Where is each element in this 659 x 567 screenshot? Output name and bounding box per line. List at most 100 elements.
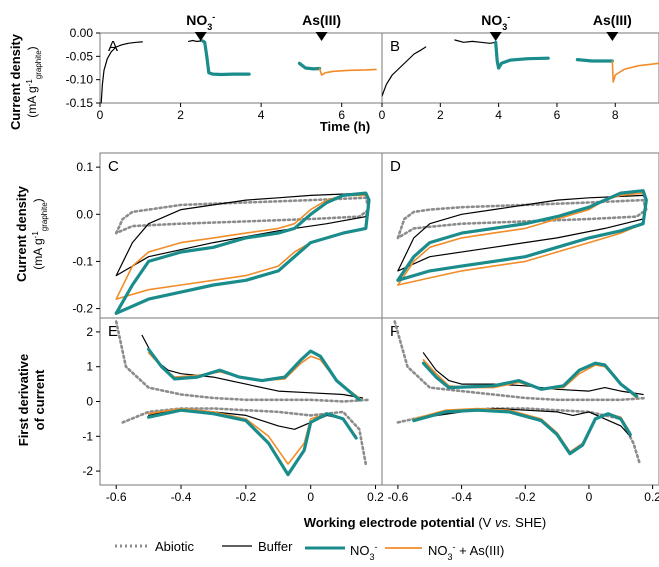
series-no3as-A-4	[318, 67, 377, 76]
series-abiotic-E-1	[114, 320, 371, 403]
panel-D: D	[381, 152, 659, 319]
ylabel-ab: Current density	[8, 33, 23, 130]
ylabel-cd-units: (mA g-1graphite)	[31, 198, 49, 269]
annotation-arrow-A-0	[194, 32, 207, 41]
panel-label-B: B	[390, 38, 400, 55]
annotation-arrow-A-1	[315, 32, 328, 41]
series-group-C	[114, 191, 371, 315]
ylabel-cd: Current density	[14, 185, 29, 282]
panel-B: 0 2 4 6 8 B NO3- As(III)	[379, 12, 659, 122]
ylabel-ab-units: (mA g-1graphite)	[25, 46, 43, 117]
xtick-label-B-0: 0	[379, 108, 386, 122]
xtick-label-E-3: 0	[307, 490, 314, 504]
series-no3-A-2	[201, 39, 251, 77]
annotation-label-B-1: As(III)	[593, 12, 632, 28]
panel-C: 0.1 0.0 -0.1 -0.2 C	[72, 152, 383, 319]
series-no3-F-7	[412, 408, 632, 456]
xtick-label-A-2: 4	[258, 108, 265, 122]
series-abiotic-C-0	[114, 196, 371, 235]
panel-E: 2 1 0 -1 -2 -0.6 -0.4 -0.2 0 0.2 E	[82, 317, 384, 504]
annotation-label-B-0: NO3-	[481, 12, 510, 32]
ytick-label-E-2: 0	[86, 395, 93, 409]
xtick-label-B-1: 2	[437, 108, 444, 122]
ytick-label-A-3: -0.15	[66, 96, 94, 110]
series-no3-A-3	[297, 61, 322, 71]
series-abiotic-D-0	[396, 198, 648, 240]
series-no3as-B-4	[611, 60, 659, 83]
ytick-label-A-1: -0.05	[66, 49, 94, 63]
series-group-B	[382, 39, 659, 97]
panel-frame-B	[381, 32, 659, 104]
series-abiotic-E-0	[121, 407, 368, 466]
panel-label-C: C	[108, 158, 119, 175]
series-no3as-E-4	[147, 352, 361, 399]
series-group-F	[393, 320, 648, 466]
ytick-label-C-0: 0.1	[76, 160, 93, 174]
ytick-label-C-2: -0.1	[72, 254, 93, 268]
xtick-label-F-2: -0.2	[515, 490, 536, 504]
ytick-label-C-3: -0.2	[72, 302, 93, 316]
xtick-label-A-0: 0	[97, 108, 104, 122]
series-group-A	[100, 39, 377, 104]
xlabel-time: Time (h)	[320, 119, 370, 134]
series-buffer-F-2	[422, 352, 644, 396]
xtick-label-F-0: -0.6	[388, 490, 409, 504]
ytick-label-A-2: -0.10	[66, 73, 94, 87]
series-no3-C-3	[114, 191, 371, 315]
series-buffer-B-1	[454, 39, 497, 44]
panel-frame-A	[99, 32, 383, 104]
series-group-E	[114, 320, 371, 477]
annotation-arrow-B-1	[606, 32, 619, 41]
series-no3-D-3	[396, 189, 648, 282]
xtick-label-B-2: 4	[495, 108, 502, 122]
annotation-label-A-0: NO3-	[186, 12, 215, 32]
xtick-label-E-1: -0.4	[171, 490, 192, 504]
ylabel-bottom: First derivative of current	[16, 354, 47, 447]
xtick-label-A-3: 6	[338, 108, 345, 122]
series-abiotic-F-1	[393, 320, 648, 402]
series-buffer-A-1	[188, 39, 204, 42]
series-no3-E-6	[147, 347, 361, 402]
legend: Abiotic Buffer NO3- NO3- + As(III)	[115, 539, 504, 562]
legend-label-abiotic: Abiotic	[155, 539, 195, 554]
xlabel-potential: Working electrode potential (V vs. SHE)	[304, 515, 546, 530]
xtick-label-F-3: 0	[586, 490, 593, 504]
xtick-label-B-4: 8	[612, 108, 619, 122]
panel-label-E: E	[108, 323, 118, 340]
xtick-label-F-4: 0.2	[644, 490, 659, 504]
panel-label-A: A	[108, 38, 118, 55]
series-buffer-E-2	[141, 334, 364, 399]
series-group-D	[396, 189, 648, 286]
series-no3-B-2	[494, 40, 550, 70]
panel-label-F: F	[390, 323, 399, 340]
xtick-label-A-1: 2	[177, 108, 184, 122]
annotation-arrow-B-0	[489, 32, 502, 41]
ylabel-ef-line2: of current	[32, 369, 47, 430]
ytick-label-E-4: -2	[82, 464, 93, 478]
xtick-label-E-0: -0.6	[106, 490, 127, 504]
legend-label-no3as: NO3- + As(III)	[428, 542, 504, 562]
annotation-label-A-1: As(III)	[302, 12, 341, 28]
series-no3-F-6	[421, 361, 639, 398]
ytick-label-A-0: 0.00	[70, 26, 94, 40]
panel-frame-D	[381, 152, 659, 319]
panel-F: -0.6 -0.4 -0.2 0 0.2 F	[381, 317, 659, 504]
xtick-label-B-3: 6	[554, 108, 561, 122]
ytick-label-E-0: 2	[86, 325, 93, 339]
ylabel-ef: First derivative	[16, 354, 31, 447]
series-no3as-C-2	[115, 194, 370, 300]
ytick-label-C-1: 0.0	[76, 207, 93, 221]
ytick-label-E-3: -1	[82, 429, 93, 443]
series-no3-E-7	[147, 408, 358, 477]
xtick-label-E-2: -0.2	[236, 490, 257, 504]
ylabel-top: Current density (mA g-1graphite)	[8, 33, 43, 130]
legend-label-no3: NO3-	[350, 542, 378, 562]
panel-frame-F	[381, 317, 659, 486]
series-buffer-A-0	[100, 41, 143, 104]
ytick-label-E-1: 1	[86, 360, 93, 374]
ylabel-mid: Current density (mA g-1graphite)	[14, 185, 49, 282]
series-no3-B-3	[575, 58, 614, 63]
